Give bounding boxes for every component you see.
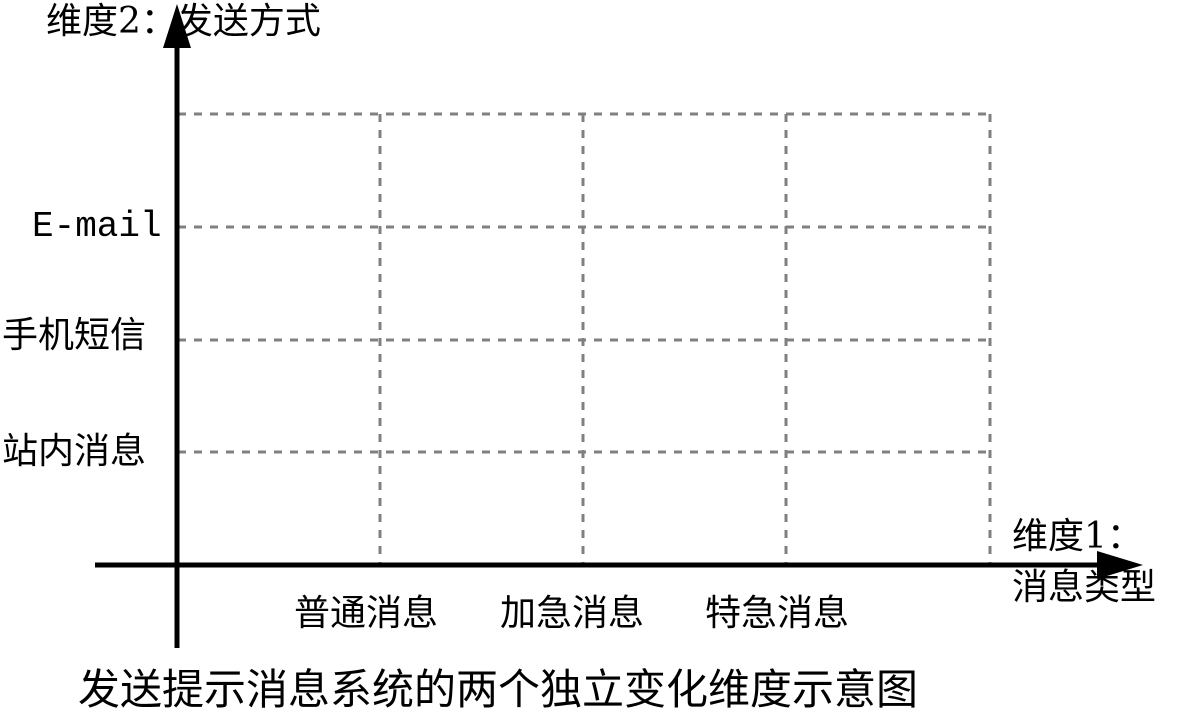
y-axis-label-site: 站内消息	[2, 431, 147, 472]
x-axis-label-normal: 普通消息	[294, 593, 439, 634]
x-axis-label-urgent: 加急消息	[500, 593, 645, 634]
y-axis-title: 维度2：发送方式	[46, 1, 321, 42]
y-axis-label-sms: 手机短信	[2, 315, 147, 356]
x-axis-arrow	[1097, 551, 1143, 579]
y-axis-label-email: E-mail	[32, 206, 162, 247]
grid	[178, 112, 992, 563]
y-axis-arrow	[163, 4, 191, 48]
x-axis-title-line1: 维度1：	[1012, 516, 1143, 557]
diagram-caption: 发送提示消息系统的两个独立变化维度示意图	[78, 665, 919, 714]
x-axis-title-line2: 消息类型	[1012, 567, 1157, 608]
x-axis-label-very-urgent: 特急消息	[705, 593, 850, 634]
